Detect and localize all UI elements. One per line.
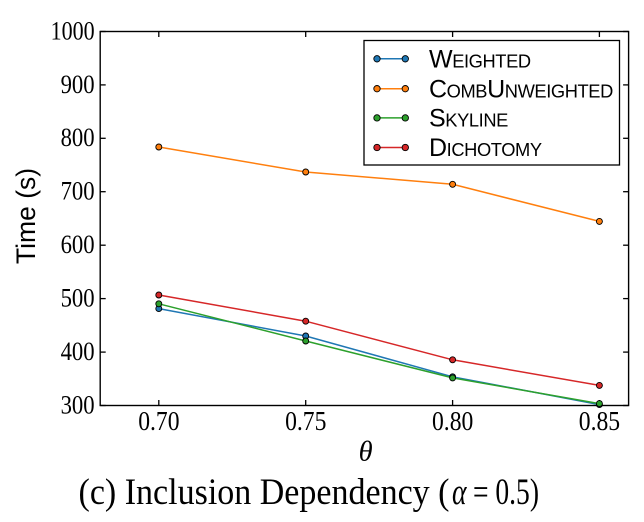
svg-text:θ: θ	[359, 437, 373, 468]
svg-text:1000: 1000	[51, 15, 95, 45]
svg-text:SKYLINE: SKYLINE	[429, 105, 508, 133]
svg-text:400: 400	[61, 336, 95, 366]
svg-text:DICHOTOMY: DICHOTOMY	[429, 134, 542, 162]
svg-text:700: 700	[61, 176, 95, 206]
svg-text:800: 800	[61, 122, 95, 152]
svg-text:= 0.5): = 0.5)	[473, 472, 539, 513]
svg-text:0.70: 0.70	[138, 405, 179, 436]
svg-text:0.80: 0.80	[432, 405, 473, 436]
svg-text:COMBUNWEIGHTED: COMBUNWEIGHTED	[429, 75, 613, 103]
svg-text:WEIGHTED: WEIGHTED	[429, 45, 531, 73]
svg-text:600: 600	[61, 229, 95, 259]
svg-text:α: α	[452, 472, 467, 513]
svg-text:300: 300	[61, 389, 95, 419]
svg-text:(c) Inclusion Dependency (: (c) Inclusion Dependency (	[79, 472, 450, 513]
svg-text:0.85: 0.85	[579, 405, 620, 436]
svg-text:Time (s): Time (s)	[11, 168, 41, 264]
svg-text:0.75: 0.75	[285, 405, 326, 436]
svg-text:900: 900	[61, 69, 95, 99]
svg-text:500: 500	[61, 283, 95, 313]
